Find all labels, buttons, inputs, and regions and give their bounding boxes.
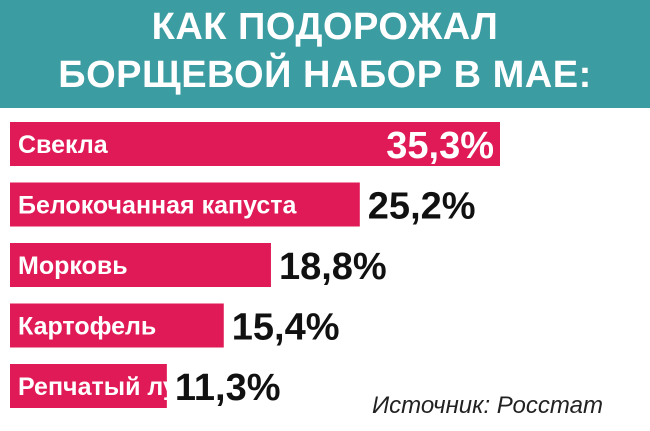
- bar-3: [10, 303, 224, 348]
- title-banner: КАК ПОДОРОЖАЛ БОРЩЕВОЙ НАБОР В МАЕ:: [0, 0, 650, 108]
- bar-0: [10, 122, 500, 166]
- bar-value-3: 15,4%: [232, 307, 340, 349]
- bar-label-3: Картофель: [18, 313, 156, 341]
- bar-value-1: 25,2%: [368, 186, 476, 228]
- bar-value-0: 35,3%: [386, 125, 494, 167]
- bar-2: [10, 243, 271, 287]
- source-note: Источник: Росстат: [372, 392, 603, 419]
- bar-4: [10, 364, 167, 408]
- bar-value-2: 18,8%: [279, 246, 387, 288]
- bar-label-0: Свекла: [18, 131, 109, 159]
- bar-label-2: Морковь: [18, 252, 128, 280]
- title-line-1: КАК ПОДОРОЖАЛ: [151, 6, 499, 48]
- bar-label-1: Белокочанная капуста: [18, 192, 298, 220]
- title-line-2: БОРЩЕВОЙ НАБОР В МАЕ:: [58, 54, 592, 96]
- bar-1: [10, 182, 360, 227]
- bar-value-4: 11,3%: [175, 367, 281, 409]
- bar-label-4: Репчатый лук: [18, 373, 190, 401]
